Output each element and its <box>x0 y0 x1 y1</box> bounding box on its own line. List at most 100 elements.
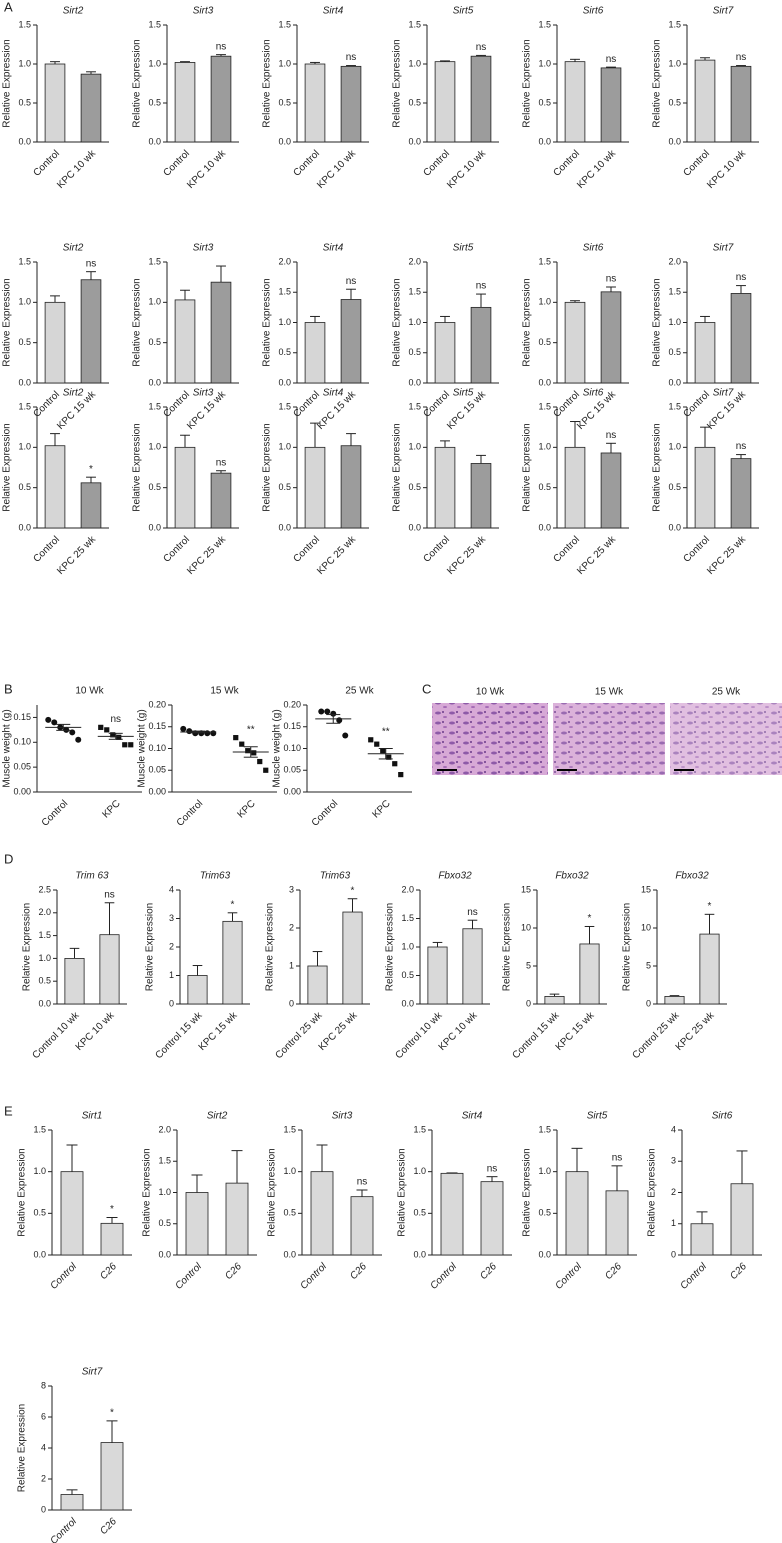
y-axis-label: Relative Expression <box>132 278 143 366</box>
significance-label: ns <box>612 1152 623 1163</box>
bar <box>80 279 102 384</box>
significance-label: ns <box>606 54 617 65</box>
y-tick-label: 1.0 <box>668 317 681 327</box>
x-tick-label: Control <box>681 389 712 420</box>
x-tick-label: KPC 15 wk <box>554 1010 597 1053</box>
bar <box>564 301 586 384</box>
y-tick-label: 3 <box>671 1156 676 1166</box>
y-axis-label: Relative Expression <box>2 278 13 366</box>
chart-title: Sirt4 <box>323 6 344 17</box>
significance-label: ns <box>476 281 487 292</box>
data-point <box>330 710 337 717</box>
bar <box>350 1196 374 1256</box>
significance-label: ns <box>606 274 617 285</box>
y-tick-label: 0.0 <box>538 136 551 146</box>
y-tick-label: 0.00 <box>148 786 166 796</box>
bar <box>187 975 208 1005</box>
x-tick-label: KPC 25 wk <box>317 1010 360 1053</box>
x-tick-label: Control <box>161 534 192 565</box>
y-tick-label: 1 <box>289 960 294 970</box>
x-tick-label: C26 <box>728 1261 749 1282</box>
image-title: 10 Wk <box>476 687 505 698</box>
data-point <box>392 761 398 767</box>
x-tick-label: Control <box>551 389 582 420</box>
bar <box>470 306 492 384</box>
bar <box>564 446 586 529</box>
histology-image <box>670 703 782 775</box>
y-tick-label: 0.5 <box>18 337 31 347</box>
x-tick-label: Control <box>48 1261 79 1292</box>
y-tick-label: 15 <box>521 884 531 894</box>
y-tick-label: 0.0 <box>148 136 161 146</box>
y-tick-label: 1.0 <box>278 58 291 68</box>
bar <box>579 943 600 1005</box>
significance-label: ** <box>382 726 390 737</box>
bar <box>307 965 328 1005</box>
y-tick-label: 0.5 <box>148 482 161 492</box>
data-point <box>122 742 128 748</box>
bar <box>225 1182 249 1256</box>
x-tick-label: Control <box>678 1261 709 1292</box>
y-tick-label: 0.0 <box>408 377 421 387</box>
x-tick-label: KPC 10 wk <box>55 148 98 191</box>
x-tick-label: Control <box>681 148 712 179</box>
chart-title: 15 Wk <box>210 686 239 697</box>
y-tick-label: 0 <box>169 998 174 1008</box>
data-point <box>324 708 331 715</box>
y-tick-label: 1.5 <box>33 1124 46 1134</box>
data-point <box>374 741 380 747</box>
y-axis-label: Muscle weight (g) <box>272 709 283 787</box>
y-tick-label: 1 <box>169 970 174 980</box>
y-tick-label: 1.5 <box>408 19 421 29</box>
y-tick-label: 2.0 <box>38 907 51 917</box>
y-tick-label: 0 <box>646 998 651 1008</box>
y-axis-label: Relative Expression <box>385 903 396 991</box>
y-tick-label: 4 <box>41 1442 46 1452</box>
data-point <box>116 734 122 740</box>
bar <box>440 1172 464 1256</box>
y-tick-label: 0 <box>41 1504 46 1514</box>
chart-title: Sirt7 <box>82 1367 103 1378</box>
y-tick-label: 0.5 <box>408 97 421 107</box>
y-tick-label: 0.5 <box>278 347 291 357</box>
panel-label: C <box>422 681 431 696</box>
data-point <box>342 732 349 739</box>
y-tick-label: 1.5 <box>278 287 291 297</box>
y-tick-label: 1.5 <box>148 401 161 411</box>
y-tick-label: 0.5 <box>401 970 414 980</box>
bar <box>730 293 752 384</box>
y-tick-label: 1.0 <box>148 58 161 68</box>
chart-title: Trim63 <box>320 871 351 882</box>
y-tick-label: 0.5 <box>18 482 31 492</box>
y-axis-label: Relative Expression <box>262 39 273 127</box>
x-tick-label: Control <box>553 1261 584 1292</box>
x-tick-label: Control <box>161 148 192 179</box>
y-tick-label: 0.0 <box>668 377 681 387</box>
chart-title: Sirt4 <box>323 388 344 399</box>
chart-title: Fbxo32 <box>555 871 589 882</box>
y-tick-label: 2 <box>671 1187 676 1197</box>
data-point <box>263 767 269 773</box>
bar <box>730 1183 754 1256</box>
chart-title: Sirt7 <box>713 6 734 17</box>
y-tick-label: 0.0 <box>538 1249 551 1259</box>
y-tick-label: 0.0 <box>538 522 551 532</box>
data-point <box>69 729 76 736</box>
significance-label: ** <box>247 724 255 735</box>
y-tick-label: 1.5 <box>668 401 681 411</box>
data-point <box>110 732 116 738</box>
y-tick-label: 0.5 <box>413 1208 426 1218</box>
x-tick-label: KPC 10 wk <box>445 148 488 191</box>
y-tick-label: 1.0 <box>283 1166 296 1176</box>
y-tick-label: 0.0 <box>538 377 551 387</box>
bar <box>470 55 492 143</box>
y-tick-label: 1.5 <box>538 19 551 29</box>
y-tick-label: 1.0 <box>38 953 51 963</box>
data-point <box>45 716 52 723</box>
bar <box>80 73 102 143</box>
bar <box>694 59 716 143</box>
bar <box>694 322 716 384</box>
y-tick-label: 0.00 <box>283 786 301 796</box>
data-point <box>251 750 257 756</box>
chart-title: Sirt4 <box>323 243 344 254</box>
